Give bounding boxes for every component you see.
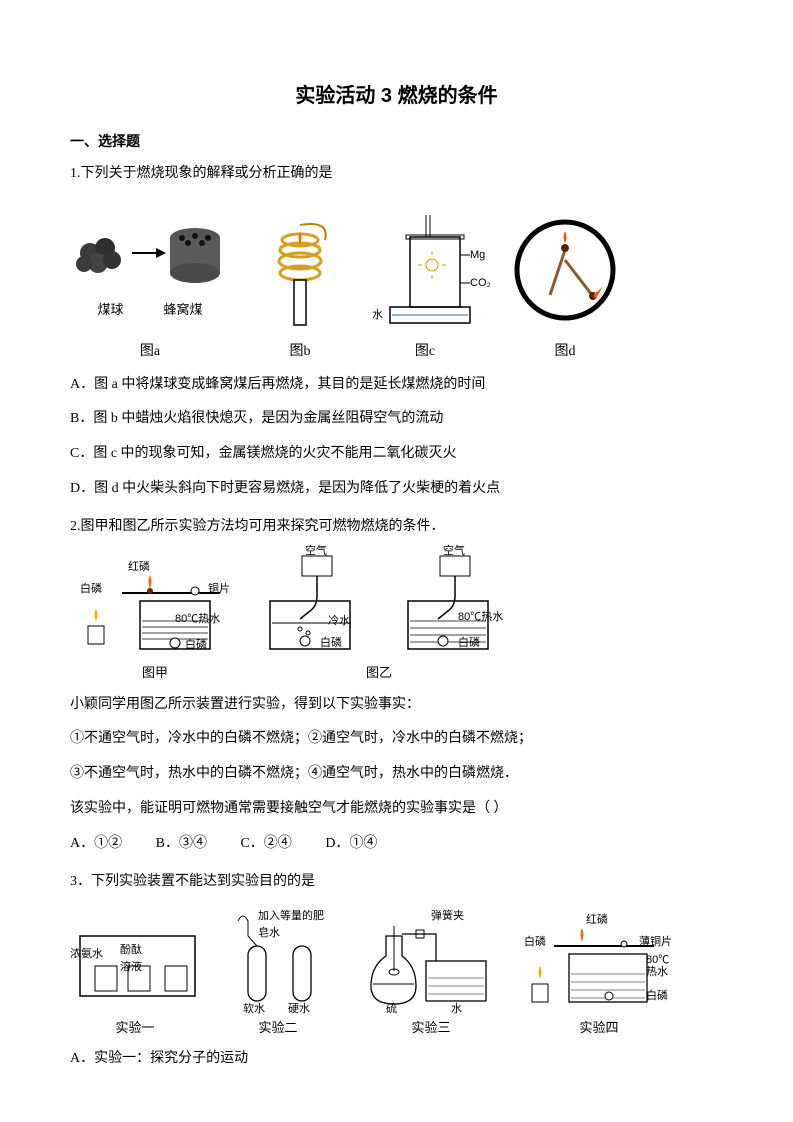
page-title: 实验活动 3 燃烧的条件 [70,80,723,112]
fig-c-caption: 图c [415,341,435,363]
fig-a-caption: 图a [140,341,160,363]
co2-label: CO₂ [470,275,491,293]
fig-b-caption: 图b [290,341,311,363]
exp2-caption: 实验二 [258,1018,297,1039]
q2-line4: 该实验中，能证明可燃物通常需要接触空气才能燃烧的实验事实是（ ） [70,794,723,825]
jia-temp-label: 80℃热水 [175,611,220,629]
exp3-l2: 硫 [386,1001,397,1019]
exp4-l3: 薄铜片 [639,934,672,952]
jia-cu-label: 铜片 [208,581,230,599]
yi-air-label-1: 空气 [305,543,327,561]
q3-exp2: 加入等量的肥皂水 软水 硬水 实验二 [218,906,338,1039]
fig-jia-caption: 图甲 [142,663,168,684]
honeycomb-coal-label: 蜂窝煤 [164,300,203,321]
q1-option-d: D．图 d 中火柴头斜向下时更容易燃烧，是因为降低了火柴梗的着火点 [70,474,723,505]
q2-figure-row: 红磷 铜片 白磷 80℃热水 白磷 图甲 空气 冷水 白磷 [80,551,723,684]
exp4-l5: 白磷 [646,988,668,1006]
q2-option-a: A．①② [70,836,122,851]
q3-stem: 3．下列实验装置不能达到实验目的的是 [70,868,723,896]
exp3-caption: 实验三 [411,1018,450,1039]
fig-yi-cold-svg [250,551,370,661]
exp4-l1: 红磷 [586,912,608,930]
q2-options: A．①② B．③④ C．②④ D．①④ [70,829,723,860]
match-diagram [510,215,620,335]
exp1-caption: 实验一 [115,1018,154,1039]
q1-option-c: C．图 c 中的现象可知，金属镁燃烧的火灾不能用二氧化碳灭火 [70,439,723,470]
exp4-l4: 80℃热水 [646,954,674,978]
q2-line3: ③不通空气时，热水中的白磷不燃烧；④通空气时，热水中的白磷燃烧． [70,759,723,790]
section-heading: 一、选择题 [70,130,723,152]
exp1-l1: 浓氨水 [70,946,103,964]
q2-fig-yi: 空气 冷水 白磷 空气 80℃热水 白磷 [250,551,508,684]
q2-line2: ①不通空气时，冷水中的白磷不燃烧；②通空气时，冷水中的白磷不燃烧； [70,724,723,755]
q1-fig-c: Mg CO₂ 水 图c [370,215,480,363]
q1-option-a: A．图 a 中将煤球变成蜂窝煤后再燃烧，其目的是延长煤燃烧的时间 [70,370,723,401]
yi-whitep-label-1: 白磷 [320,635,342,653]
exp2-l2: 软水 [243,1001,265,1019]
mg-label: Mg [470,247,485,265]
coal-ball-label: 煤球 [97,300,123,321]
q2-line1: 小颖同学用图乙所示装置进行实验，得到以下实验事实： [70,690,723,721]
q1-option-b: B．图 b 中蜡烛火焰很快熄灭，是因为金属丝阻碍空气的流动 [70,404,723,435]
exp1-l2: 酚酞溶液 [120,942,150,977]
yi-air-label-2: 空气 [443,543,465,561]
exp2-l1: 加入等量的肥皂水 [258,908,328,943]
q3-exp4: 红磷 白磷 薄铜片 80℃热水 白磷 实验四 [524,906,674,1039]
q1-stem: 1.下列关于燃烧现象的解释或分析正确的是 [70,160,723,188]
q1-figure-row: 煤球 蜂窝煤 图a 图b [70,198,723,363]
water-label: 水 [372,307,383,325]
q2-option-d: D．①④ [325,836,377,851]
mg-co2-diagram [370,215,480,335]
q1-fig-a: 煤球 蜂窝煤 图a [70,198,230,363]
q1-fig-b: 图b [260,215,340,363]
q3-exp1: 浓氨水 酚酞溶液 实验一 [70,906,200,1039]
fig-yi-hot-svg [388,551,508,661]
yi-whitep-label-2: 白磷 [458,635,480,653]
yi-hot-label: 80℃热水 [458,609,503,627]
jia-bai-label: 白磷 [185,637,207,655]
coal-diagram [70,198,230,298]
q3-option-a: A．实验一：探究分子的运动 [70,1044,723,1075]
q3-exp3: 弹簧夹 硫 水 实验三 [356,906,506,1039]
q2-fig-jia: 红磷 铜片 白磷 80℃热水 白磷 图甲 [80,551,230,684]
exp4-l2: 白磷 [524,934,546,952]
q2-stem: 2.图甲和图乙所示实验方法均可用来探究可燃物燃烧的条件． [70,513,723,541]
jia-redp-label: 红磷 [128,559,150,577]
coil-candle-diagram [260,215,340,335]
q3-figure-row: 浓氨水 酚酞溶液 实验一 加入等量的肥皂水 软水 硬水 实验二 [70,906,723,1039]
q2-option-b: B．③④ [156,836,207,851]
q1-fig-d: 图d [510,215,620,363]
exp2-l3: 硬水 [288,1001,310,1019]
q2-option-c: C．②④ [240,836,291,851]
fig-yi-caption: 图乙 [366,663,392,684]
exp4-caption: 实验四 [579,1018,618,1039]
fig-d-caption: 图d [555,341,576,363]
exp3-l1: 弹簧夹 [431,908,464,926]
exp3-l3: 水 [451,1001,462,1019]
fig-jia-svg [80,551,230,661]
jia-whitep-label: 白磷 [80,581,102,599]
yi-cold-label: 冷水 [328,613,350,631]
